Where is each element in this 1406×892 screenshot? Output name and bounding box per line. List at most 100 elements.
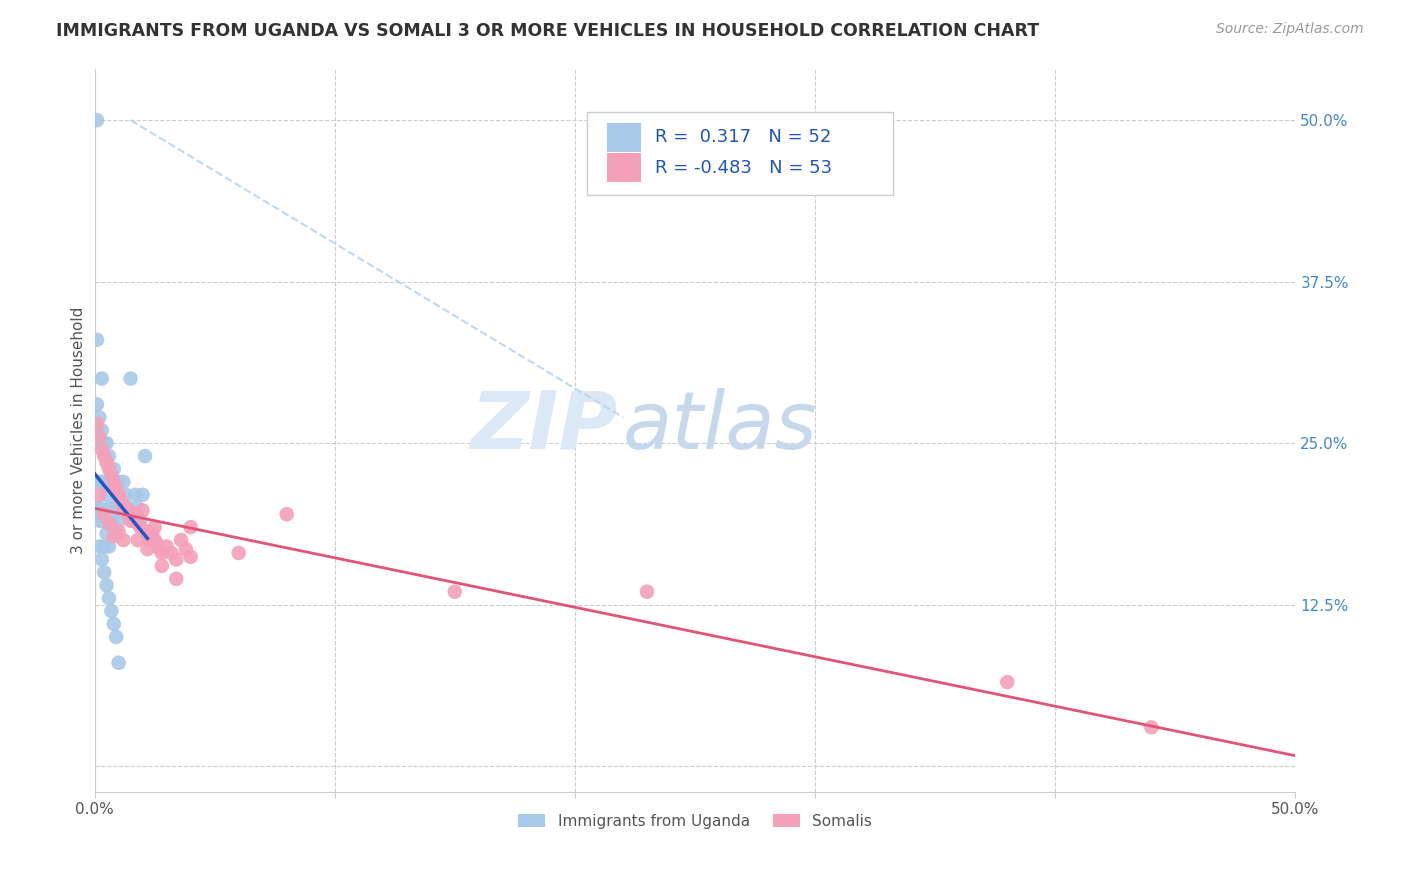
Point: [100, 475, 122, 489]
Point: [103, 500, 125, 515]
Point: [89, 430, 111, 444]
Point: [136, 542, 159, 557]
Point: [93, 475, 115, 489]
Point: [93, 449, 115, 463]
Point: [112, 475, 135, 489]
Y-axis label: 3 or more Vehicles in Household: 3 or more Vehicles in Household: [72, 307, 86, 554]
Text: IMMIGRANTS FROM UGANDA VS SOMALI 3 OR MORE VEHICLES IN HOUSEHOLD CORRELATION CHA: IMMIGRANTS FROM UGANDA VS SOMALI 3 OR MO…: [56, 22, 1039, 40]
Point: [105, 526, 128, 541]
Point: [105, 488, 128, 502]
Point: [636, 584, 658, 599]
Point: [134, 449, 156, 463]
Point: [995, 675, 1018, 690]
Point: [174, 542, 197, 557]
Point: [89, 436, 111, 450]
Point: [89, 410, 111, 425]
Point: [93, 514, 115, 528]
Point: [1140, 720, 1163, 734]
Point: [98, 516, 121, 531]
Bar: [607, 153, 641, 182]
Point: [86, 333, 108, 347]
Point: [114, 488, 136, 502]
Point: [90, 552, 112, 566]
Point: [129, 520, 152, 534]
Legend: Immigrants from Uganda, Somalis: Immigrants from Uganda, Somalis: [512, 807, 879, 835]
Point: [122, 514, 145, 528]
Point: [86, 397, 108, 411]
Point: [156, 540, 179, 554]
Point: [86, 113, 108, 128]
Point: [120, 507, 142, 521]
Point: [93, 566, 115, 580]
Point: [98, 449, 121, 463]
Text: R = -0.483   N = 53: R = -0.483 N = 53: [655, 159, 832, 177]
Point: [98, 462, 121, 476]
Point: [124, 507, 146, 521]
Point: [276, 507, 298, 521]
Point: [93, 540, 115, 554]
Point: [143, 520, 166, 534]
Point: [228, 546, 250, 560]
Point: [98, 540, 121, 554]
Point: [127, 533, 149, 547]
Point: [150, 546, 173, 560]
Point: [110, 494, 132, 508]
Point: [105, 630, 128, 644]
Point: [180, 549, 202, 564]
Point: [90, 371, 112, 385]
Point: [103, 529, 125, 543]
Point: [443, 584, 465, 599]
Point: [122, 514, 145, 528]
Point: [150, 558, 173, 573]
Point: [89, 514, 111, 528]
Point: [143, 533, 166, 547]
Point: [124, 488, 146, 502]
Point: [93, 507, 115, 521]
Point: [90, 514, 112, 528]
Point: [165, 552, 187, 566]
Point: [96, 526, 118, 541]
Point: [96, 488, 118, 502]
Point: [129, 514, 152, 528]
Point: [148, 542, 170, 557]
Point: [86, 500, 108, 515]
Point: [89, 500, 111, 515]
Bar: [607, 123, 641, 152]
Point: [127, 516, 149, 531]
Point: [120, 371, 142, 385]
Point: [114, 500, 136, 515]
Point: [93, 436, 115, 450]
Point: [127, 500, 149, 515]
Point: [141, 526, 163, 541]
Point: [100, 514, 122, 528]
Point: [170, 533, 193, 547]
Point: [112, 500, 135, 515]
Point: [89, 475, 111, 489]
Point: [120, 514, 142, 528]
Point: [180, 520, 202, 534]
Text: Source: ZipAtlas.com: Source: ZipAtlas.com: [1216, 22, 1364, 37]
Point: [90, 423, 112, 437]
Point: [89, 488, 111, 502]
Point: [103, 617, 125, 632]
Point: [112, 533, 135, 547]
Point: [86, 417, 108, 431]
Point: [117, 507, 139, 521]
Text: atlas: atlas: [623, 388, 818, 466]
Point: [103, 462, 125, 476]
Text: ZIP: ZIP: [470, 388, 617, 466]
Point: [107, 475, 129, 489]
Text: R =  0.317   N = 52: R = 0.317 N = 52: [655, 128, 832, 146]
FancyBboxPatch shape: [586, 112, 893, 195]
Point: [131, 503, 153, 517]
Point: [117, 500, 139, 515]
Point: [98, 500, 121, 515]
Point: [96, 456, 118, 470]
Point: [105, 482, 128, 496]
Point: [134, 524, 156, 538]
Point: [107, 524, 129, 538]
Point: [107, 488, 129, 502]
Point: [146, 537, 169, 551]
Point: [100, 604, 122, 618]
Point: [107, 514, 129, 528]
